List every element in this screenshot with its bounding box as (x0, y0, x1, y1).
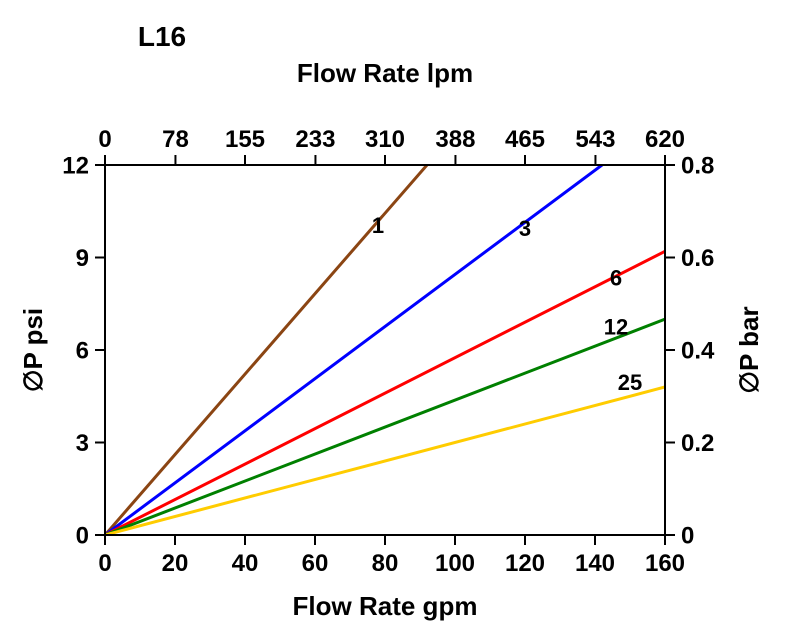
chart-container: 1361225020406080100120140160078155233310… (0, 0, 788, 642)
x-bottom-tick-label: 140 (575, 550, 615, 577)
y-left-tick-label: 9 (76, 245, 89, 272)
x-bottom-tick-label: 160 (645, 550, 685, 577)
y-right-tick-label: 0.6 (681, 245, 714, 272)
x-bottom-tick-label: 120 (505, 550, 545, 577)
chart-title: L16 (138, 21, 186, 52)
x-top-tick-label: 388 (435, 126, 475, 153)
x-top-tick-label: 233 (295, 126, 335, 153)
y-left-tick-label: 6 (76, 337, 89, 364)
y-right-axis-label: ∅P bar (734, 306, 764, 393)
y-left-tick-label: 0 (76, 522, 89, 549)
x-bottom-tick-label: 60 (302, 550, 329, 577)
series-label-25: 25 (618, 370, 642, 395)
y-right-tick-label: 0.2 (681, 430, 714, 457)
series-label-6: 6 (610, 265, 622, 290)
x-bottom-tick-label: 100 (435, 550, 475, 577)
y-right-tick-label: 0 (681, 522, 694, 549)
y-right-tick-label: 0.8 (681, 152, 714, 179)
x-top-tick-label: 310 (365, 126, 405, 153)
series-label-3: 3 (519, 216, 531, 241)
x-bottom-tick-label: 0 (98, 550, 111, 577)
x-bottom-axis-label: Flow Rate gpm (293, 591, 478, 621)
x-top-tick-label: 155 (225, 126, 265, 153)
series-label-12: 12 (604, 315, 628, 340)
y-right-tick-label: 0.4 (681, 337, 715, 364)
x-top-axis-label: Flow Rate lpm (297, 58, 473, 88)
series-label-1: 1 (372, 213, 384, 238)
x-top-tick-label: 543 (575, 126, 615, 153)
x-top-tick-label: 620 (645, 126, 685, 153)
line-chart: 1361225020406080100120140160078155233310… (0, 0, 788, 642)
y-left-tick-label: 3 (76, 430, 89, 457)
x-bottom-tick-label: 20 (162, 550, 189, 577)
y-left-axis-label: ∅P psi (18, 308, 48, 392)
x-bottom-tick-label: 80 (372, 550, 399, 577)
x-top-tick-label: 78 (162, 126, 189, 153)
x-top-tick-label: 465 (505, 126, 545, 153)
x-top-tick-label: 0 (98, 126, 111, 153)
y-left-tick-label: 12 (62, 152, 89, 179)
x-bottom-tick-label: 40 (232, 550, 259, 577)
